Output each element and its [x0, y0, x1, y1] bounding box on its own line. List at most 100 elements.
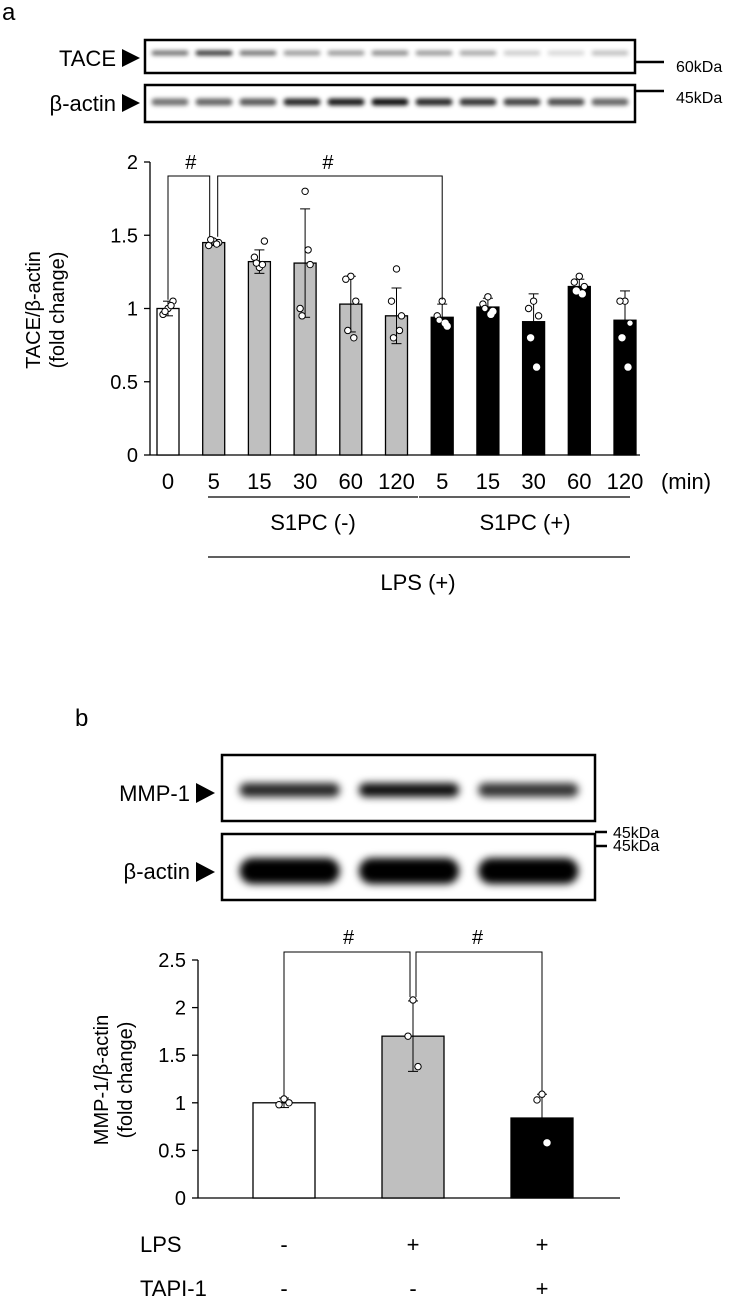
data-point	[618, 334, 626, 342]
x-tick-label: 15	[476, 469, 500, 494]
significance-bracket	[283, 951, 411, 1097]
data-point	[352, 297, 360, 305]
arrow-right-icon	[196, 862, 215, 882]
condition-mark: -	[280, 1232, 287, 1257]
data-point	[387, 297, 396, 305]
y-tick-label: 0.5	[158, 1140, 186, 1162]
data-point	[409, 996, 417, 1004]
data-point	[213, 240, 221, 248]
blot-b-marker-2: 45kDa	[613, 838, 659, 855]
arrow-right-icon	[122, 49, 140, 67]
significance-label: #	[185, 152, 197, 174]
data-point	[580, 282, 588, 291]
data-point	[441, 319, 449, 327]
blot-band	[151, 98, 189, 106]
arrow-right-icon	[122, 94, 140, 112]
x-tick-label: 5	[208, 469, 220, 494]
x-tick-label: 30	[521, 469, 545, 494]
blot-b-actin-bands	[239, 858, 579, 884]
blot-band	[151, 50, 189, 56]
chart-a-x-unit: (min)	[661, 469, 711, 494]
data-point	[258, 260, 267, 269]
chart-a-ylabel-1: TACE/β-actin	[23, 251, 45, 369]
blot-band	[547, 98, 585, 106]
blot-band	[371, 98, 409, 106]
data-point	[342, 275, 350, 283]
blot-band	[239, 783, 340, 797]
blot-band	[591, 50, 629, 56]
y-tick-label: 0.5	[110, 372, 138, 394]
data-point	[207, 235, 215, 244]
x-tick-label: 60	[339, 469, 363, 494]
y-tick-label: 2	[175, 998, 186, 1020]
chart-b-points	[275, 996, 551, 1147]
data-point	[570, 278, 578, 286]
panel-b-blot: MMP-1 β-actin 45kDa 45kDa	[119, 753, 659, 902]
data-point	[167, 301, 175, 310]
x-tick-label: 15	[247, 469, 271, 494]
bar	[430, 316, 454, 456]
y-tick-label: 1.5	[110, 225, 138, 247]
x-tick-label: 30	[293, 469, 317, 494]
condition-mark: +	[536, 1276, 549, 1301]
data-point	[296, 304, 304, 313]
significance-bracket	[415, 951, 543, 1092]
bar	[567, 285, 591, 456]
y-tick-label: 2	[127, 152, 138, 174]
data-point	[435, 316, 443, 324]
blot-band	[459, 98, 497, 106]
significance-label: #	[472, 927, 484, 949]
chart-a-ylabel: TACE/β-actin (fold change)	[23, 251, 69, 369]
data-point	[616, 297, 624, 305]
chart-a-y-ticks: 0 0.5 1 1.5 2	[110, 152, 150, 467]
data-point	[389, 334, 398, 342]
arrow-right-icon	[196, 783, 215, 803]
blot-band	[478, 783, 579, 797]
y-tick-label: 1.5	[158, 1045, 186, 1067]
blot-a-row2-label: β-actin	[50, 91, 116, 116]
blot-band	[239, 858, 340, 884]
data-point	[404, 1032, 412, 1040]
data-point	[532, 363, 541, 371]
data-point	[392, 265, 401, 273]
chart-b-y-ticks: 0 0.5 1 1.5 2 2.5	[158, 950, 198, 1210]
blot-band	[415, 98, 453, 106]
significance-label: #	[343, 927, 355, 949]
chart-b: 00.511.522.5 # # MMP-1/β-actin (fold chan…	[91, 927, 620, 1301]
blot-a-tace-frame	[143, 38, 637, 75]
significance-bracket	[217, 175, 443, 300]
data-point	[484, 293, 492, 301]
blot-band	[358, 858, 460, 884]
panel-a-blot: TACE β-actin 60kDa 45kDa	[50, 38, 722, 124]
data-point	[298, 312, 306, 320]
x-tick-label: 0	[162, 469, 174, 494]
blot-a-tace-bands	[151, 50, 629, 56]
panel-a-label: a	[2, 0, 16, 26]
blot-band	[358, 783, 460, 797]
condition-row-label: LPS	[140, 1232, 182, 1257]
condition-row-label: TAPI-1	[140, 1276, 207, 1301]
y-tick-label: 1	[127, 299, 138, 321]
data-point	[275, 1101, 283, 1109]
blot-band	[327, 98, 365, 106]
condition-mark: -	[409, 1276, 416, 1301]
chart-a-ylabel-2: (fold change)	[47, 252, 69, 369]
data-point	[538, 1090, 546, 1098]
y-tick-label: 1	[175, 1093, 186, 1115]
chart-b-conditions: LPS - + + TAPI-1 - - +	[140, 1232, 548, 1301]
blot-b-row2-label: β-actin	[124, 859, 190, 884]
chart-a-points	[159, 187, 634, 371]
chart-a-bars	[156, 241, 637, 456]
significance-bracket	[167, 175, 211, 300]
group-a-label-1: S1PC (-)	[270, 510, 356, 535]
blot-band	[478, 858, 579, 884]
data-point	[487, 310, 495, 319]
blot-band	[459, 50, 497, 56]
data-point	[481, 304, 489, 313]
data-point	[533, 1096, 541, 1104]
bar	[252, 1102, 316, 1199]
x-tick-label: 60	[567, 469, 591, 494]
data-point	[543, 1139, 551, 1147]
bar	[247, 260, 272, 456]
data-point	[285, 1099, 293, 1107]
